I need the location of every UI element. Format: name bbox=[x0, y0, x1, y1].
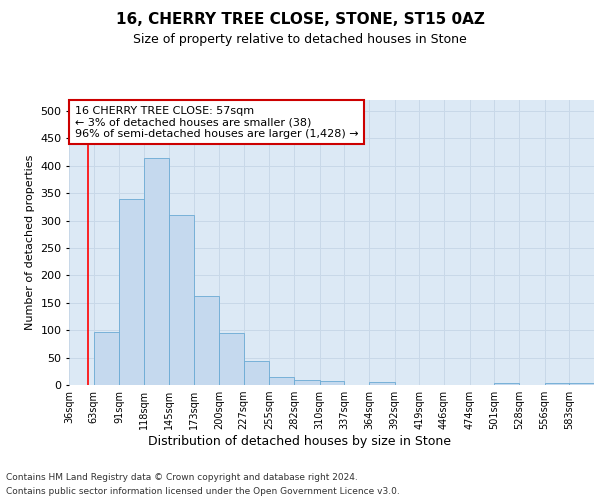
Text: Contains public sector information licensed under the Open Government Licence v3: Contains public sector information licen… bbox=[6, 488, 400, 496]
Text: Distribution of detached houses by size in Stone: Distribution of detached houses by size … bbox=[149, 435, 452, 448]
Bar bbox=[569, 384, 594, 385]
Bar bbox=[545, 384, 569, 385]
Text: 16, CHERRY TREE CLOSE, STONE, ST15 0AZ: 16, CHERRY TREE CLOSE, STONE, ST15 0AZ bbox=[116, 12, 484, 28]
Bar bbox=[369, 382, 395, 385]
Bar bbox=[94, 332, 119, 385]
Bar bbox=[320, 381, 344, 385]
Text: 16 CHERRY TREE CLOSE: 57sqm
← 3% of detached houses are smaller (38)
96% of semi: 16 CHERRY TREE CLOSE: 57sqm ← 3% of deta… bbox=[74, 106, 358, 139]
Bar bbox=[219, 333, 244, 385]
Text: Contains HM Land Registry data © Crown copyright and database right 2024.: Contains HM Land Registry data © Crown c… bbox=[6, 472, 358, 482]
Bar bbox=[144, 158, 169, 385]
Y-axis label: Number of detached properties: Number of detached properties bbox=[25, 155, 35, 330]
Bar bbox=[119, 198, 144, 385]
Bar bbox=[244, 362, 269, 385]
Bar bbox=[169, 215, 194, 385]
Text: Size of property relative to detached houses in Stone: Size of property relative to detached ho… bbox=[133, 32, 467, 46]
Bar bbox=[194, 296, 219, 385]
Bar bbox=[269, 378, 294, 385]
Bar bbox=[494, 384, 519, 385]
Bar bbox=[294, 380, 320, 385]
